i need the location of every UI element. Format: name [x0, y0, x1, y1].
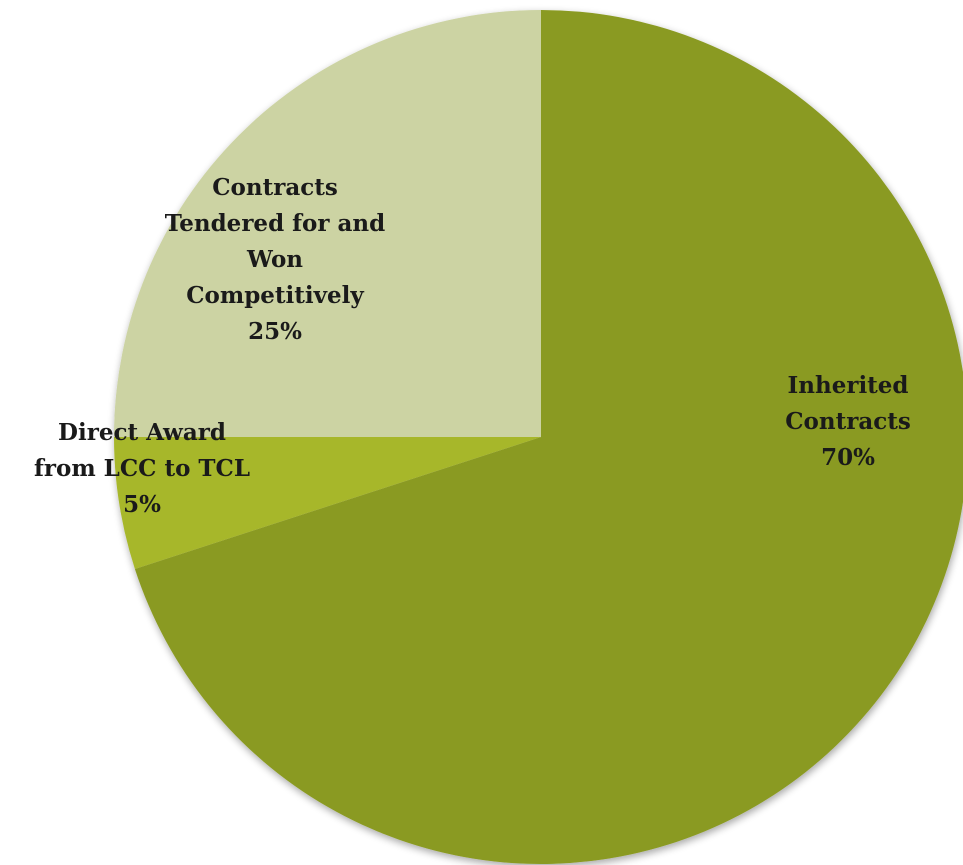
pie-slice-label-1: Inherited Contracts 70%: [785, 372, 911, 471]
pie-slice-label-line: from LCC to TCL: [34, 455, 250, 482]
pie-slice-1: [134, 10, 963, 864]
pie-slice-label-line: Contracts: [212, 174, 338, 201]
pie-slice-label-2: Direct Award from LCC to TCL 5%: [34, 419, 250, 518]
pie-slice-label-line: Direct Award: [58, 419, 226, 446]
pie-slice-label-line: Competitively: [186, 282, 364, 309]
pie-slice-2: [114, 437, 541, 569]
pie-slices: [114, 10, 963, 864]
pie-labels: Inherited Contracts 70% Direct Award from LC…: [34, 174, 911, 518]
pie-slice-value-label: 70%: [821, 444, 875, 471]
pie-slice-label-line: Tendered for and: [165, 210, 385, 237]
pie-slice-3: [114, 10, 541, 437]
pie-slice-label-line: Won: [246, 246, 303, 273]
pie-slice-label-3: Contracts Tendered for and Won Competitivel…: [165, 174, 385, 345]
pie-slice-value-label: 5%: [123, 491, 161, 518]
pie-slice-label-line: Contracts: [785, 408, 911, 435]
pie-slice-label-line: Inherited: [787, 372, 908, 399]
pie-slice-value-label: 25%: [248, 318, 302, 345]
